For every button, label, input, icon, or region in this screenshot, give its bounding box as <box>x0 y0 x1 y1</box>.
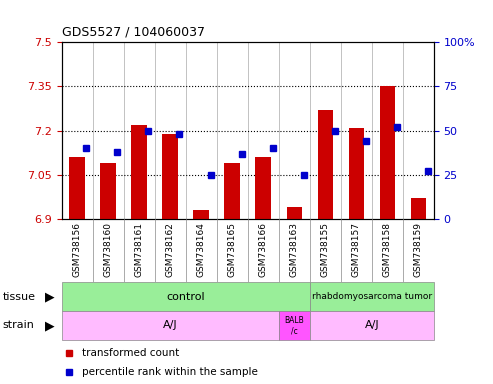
Bar <box>62 282 310 311</box>
Bar <box>101 163 116 219</box>
Text: ▶: ▶ <box>45 290 55 303</box>
Bar <box>224 163 240 219</box>
Text: rhabdomyosarcoma tumor: rhabdomyosarcoma tumor <box>312 292 432 301</box>
Text: ▶: ▶ <box>45 319 55 332</box>
Text: GSM738155: GSM738155 <box>321 222 330 277</box>
Text: GDS5527 / 104060037: GDS5527 / 104060037 <box>62 25 205 38</box>
Bar <box>286 207 302 219</box>
Text: percentile rank within the sample: percentile rank within the sample <box>82 367 258 377</box>
Text: GSM738158: GSM738158 <box>383 222 392 277</box>
Bar <box>62 311 279 340</box>
Bar <box>279 311 310 340</box>
Bar <box>317 110 333 219</box>
Bar <box>380 86 395 219</box>
Bar <box>162 134 178 219</box>
Text: GSM738166: GSM738166 <box>259 222 268 277</box>
Text: GSM738162: GSM738162 <box>166 222 175 277</box>
Text: control: control <box>166 291 205 302</box>
Bar <box>193 210 209 219</box>
Text: A/J: A/J <box>364 320 379 331</box>
Text: GSM738159: GSM738159 <box>414 222 423 277</box>
Text: A/J: A/J <box>163 320 177 331</box>
Bar <box>310 282 434 311</box>
Bar <box>132 125 147 219</box>
Text: GSM738165: GSM738165 <box>228 222 237 277</box>
Text: GSM738163: GSM738163 <box>290 222 299 277</box>
Text: BALB
/c: BALB /c <box>284 316 304 335</box>
Text: tissue: tissue <box>2 291 35 302</box>
Bar <box>70 157 85 219</box>
Text: GSM738161: GSM738161 <box>135 222 143 277</box>
Bar <box>349 127 364 219</box>
Text: GSM738157: GSM738157 <box>352 222 361 277</box>
Bar <box>255 157 271 219</box>
Bar <box>310 311 434 340</box>
Text: GSM738156: GSM738156 <box>72 222 82 277</box>
Bar <box>411 198 426 219</box>
Text: GSM738160: GSM738160 <box>104 222 113 277</box>
Text: transformed count: transformed count <box>82 348 179 358</box>
Text: strain: strain <box>2 320 35 331</box>
Text: GSM738164: GSM738164 <box>197 222 206 277</box>
